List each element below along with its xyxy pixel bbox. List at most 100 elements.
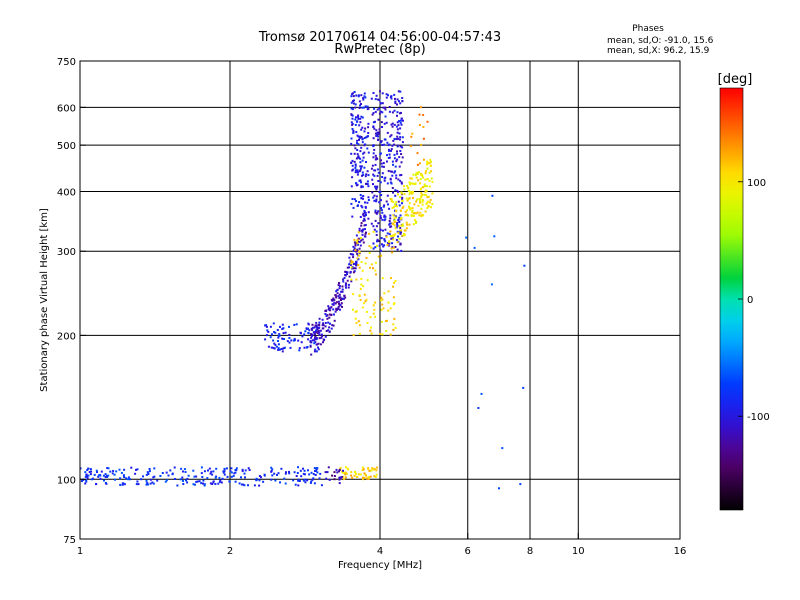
data-point xyxy=(328,330,331,333)
data-point xyxy=(395,215,398,218)
data-point xyxy=(89,468,92,471)
data-point xyxy=(314,348,317,351)
data-point xyxy=(86,469,89,471)
data-point xyxy=(396,98,399,101)
data-point xyxy=(355,278,358,281)
data-point xyxy=(381,172,384,175)
data-point xyxy=(222,471,225,474)
data-point xyxy=(420,207,423,210)
data-point xyxy=(363,477,366,479)
data-point xyxy=(306,479,309,482)
data-point xyxy=(312,473,315,476)
data-point xyxy=(313,342,316,345)
data-point xyxy=(342,278,345,281)
data-point xyxy=(490,283,493,286)
data-point xyxy=(310,327,313,330)
data-point xyxy=(318,337,321,340)
data-point xyxy=(215,475,218,478)
data-point xyxy=(383,177,386,180)
data-point xyxy=(153,467,156,470)
data-point xyxy=(403,193,406,195)
data-point xyxy=(195,480,198,483)
data-point xyxy=(338,293,341,296)
x-tick-label: 16 xyxy=(674,546,687,557)
data-point xyxy=(373,308,376,311)
data-point xyxy=(372,468,375,471)
colorbar-tick-label: -100 xyxy=(747,412,770,423)
data-point xyxy=(357,320,360,323)
data-point xyxy=(426,167,429,170)
data-point xyxy=(309,345,312,348)
data-point xyxy=(361,229,364,232)
data-point xyxy=(344,473,347,476)
data-point xyxy=(316,467,319,470)
data-point xyxy=(353,160,356,163)
data-point xyxy=(232,474,235,477)
data-point xyxy=(104,482,107,484)
data-point xyxy=(277,348,280,351)
data-point xyxy=(423,183,426,186)
data-point xyxy=(355,116,357,119)
data-point xyxy=(391,246,394,249)
data-point xyxy=(356,149,359,151)
data-point xyxy=(363,209,366,212)
data-point xyxy=(370,326,372,329)
data-point xyxy=(285,471,287,474)
data-point xyxy=(376,131,379,134)
data-point xyxy=(185,479,187,482)
data-point xyxy=(338,482,341,485)
data-point xyxy=(346,279,349,282)
data-point xyxy=(380,159,382,162)
data-point xyxy=(282,327,285,330)
data-point xyxy=(264,338,267,341)
data-point xyxy=(426,120,429,123)
data-point xyxy=(360,197,363,200)
data-point xyxy=(228,480,231,483)
data-point xyxy=(390,182,393,185)
data-point xyxy=(121,482,124,485)
data-point xyxy=(359,194,362,196)
data-point xyxy=(352,253,355,256)
data-point xyxy=(388,156,391,159)
data-point xyxy=(184,471,187,473)
data-point xyxy=(328,316,331,319)
data-point xyxy=(369,266,371,269)
data-point xyxy=(399,121,402,124)
data-point xyxy=(360,204,363,207)
data-point xyxy=(400,153,403,155)
data-point xyxy=(392,238,395,241)
data-point xyxy=(92,477,95,480)
data-point xyxy=(418,124,421,126)
data-point xyxy=(390,200,393,203)
data-point xyxy=(350,278,353,281)
data-point xyxy=(145,473,148,476)
data-point xyxy=(422,126,425,128)
data-point xyxy=(278,333,281,336)
data-point xyxy=(376,238,379,241)
data-point xyxy=(361,238,364,241)
data-point xyxy=(374,269,377,272)
data-point xyxy=(415,176,418,179)
data-point xyxy=(314,324,317,327)
data-point xyxy=(373,199,376,202)
data-point xyxy=(387,157,390,159)
data-point xyxy=(358,254,361,257)
data-point xyxy=(279,325,281,328)
data-point xyxy=(322,327,325,330)
chart-title: Tromsø 20170614 04:56:00-04:57:43 xyxy=(258,30,501,45)
data-point xyxy=(370,469,373,472)
data-point xyxy=(324,471,327,474)
data-point xyxy=(394,233,397,236)
data-point xyxy=(269,325,272,328)
data-point xyxy=(357,243,359,246)
data-point xyxy=(367,477,370,480)
data-point xyxy=(366,279,369,282)
data-point xyxy=(371,178,374,181)
data-point xyxy=(357,171,360,174)
data-point xyxy=(416,152,419,155)
data-point xyxy=(399,102,402,105)
data-point xyxy=(123,476,126,478)
data-point xyxy=(281,350,284,353)
data-point xyxy=(307,323,310,326)
data-point xyxy=(407,186,410,189)
